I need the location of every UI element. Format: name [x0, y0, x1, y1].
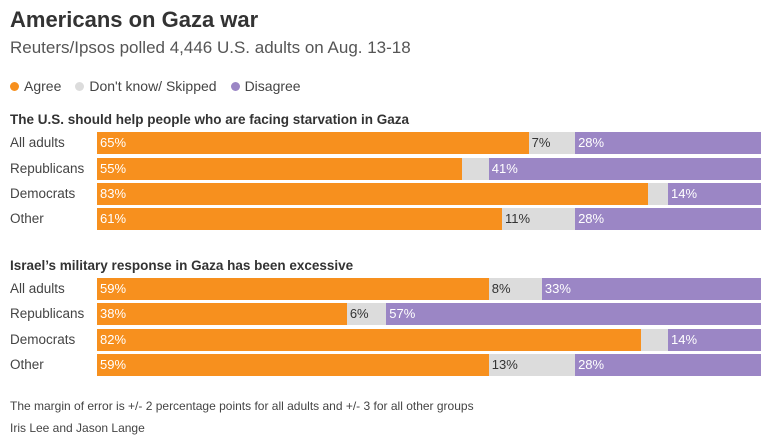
panel-2-bar-row: 59% 13% 28% — [97, 354, 761, 376]
panel-1-category-label: Republicans — [10, 161, 85, 176]
dont-know-bar — [462, 158, 489, 180]
margin-of-error-note: The margin of error is +/- 2 percentage … — [10, 399, 474, 413]
bar-value-label: 57% — [389, 306, 416, 321]
agree-bar: 83% — [97, 183, 649, 205]
bar-value-label: 28% — [578, 357, 605, 372]
panel-1-bar-row: 83% 14% — [97, 183, 761, 205]
agree-swatch — [10, 81, 19, 91]
agree-bar: 59% — [97, 354, 489, 376]
bar-value-label: 14% — [671, 186, 698, 201]
credit-line: Iris Lee and Jason Lange — [10, 421, 145, 435]
bar-value-label: 33% — [544, 281, 571, 296]
legend-label-disagree: Disagree — [244, 78, 301, 94]
bar-value-label: 82% — [100, 332, 127, 347]
legend-label-dont-know: Don't know/ Skipped — [89, 78, 217, 94]
panel-2-title: Israel’s military response in Gaza has b… — [10, 258, 354, 273]
bar-value-label: 38% — [100, 306, 127, 321]
dont-know-bar: 6% — [346, 303, 387, 325]
panel-1-bar-row: 61% 11% 28% — [97, 208, 761, 230]
panel-2-category-label: Democrats — [10, 332, 76, 347]
dont-know-bar — [648, 183, 669, 205]
bar-value-label: 41% — [491, 161, 518, 176]
dont-know-bar: 11% — [502, 208, 576, 230]
panel-1-title: The U.S. should help people who are faci… — [10, 112, 410, 127]
dont-know-bar: 13% — [488, 354, 576, 376]
panel-1-category-label: Democrats — [10, 186, 76, 201]
panel-1-category-label: All adults — [10, 135, 65, 150]
bar-value-label: 28% — [578, 135, 605, 150]
panel-2-category-label: All adults — [10, 281, 65, 296]
legend-item-disagree: Disagree — [230, 78, 301, 94]
legend-item-dont-know: Don't know/ Skipped — [75, 78, 217, 94]
dont-know-bar: 7% — [528, 132, 576, 154]
panel-2-bar-row: 82% 14% — [97, 329, 761, 351]
panel-2-bar-row: 59% 8% 33% — [97, 278, 761, 300]
bar-value-label: 7% — [531, 135, 551, 150]
chart-subtitle: Reuters/Ipsos polled 4,446 U.S. adults o… — [10, 38, 411, 57]
bar-value-label: 59% — [100, 357, 127, 372]
panel-2-category-label: Republicans — [10, 306, 85, 321]
agree-bar: 55% — [97, 158, 463, 180]
bar-value-label: 11% — [505, 211, 531, 226]
disagree-bar: 41% — [488, 158, 761, 180]
agree-bar: 82% — [97, 329, 642, 351]
panel-2-category-label: Other — [10, 357, 44, 372]
agree-bar: 65% — [97, 132, 529, 154]
disagree-swatch — [230, 81, 240, 91]
panel-2-bar-row: 38% 6% 57% — [97, 303, 761, 325]
disagree-bar: 57% — [386, 303, 761, 325]
disagree-bar: 14% — [668, 329, 761, 351]
panel-1-category-label: Other — [10, 211, 44, 226]
bar-value-label: 13% — [491, 357, 518, 372]
disagree-bar: 28% — [575, 354, 761, 376]
disagree-bar: 28% — [575, 132, 761, 154]
legend-item-agree: Agree — [10, 78, 61, 94]
bar-value-label: 6% — [349, 306, 369, 321]
bar-value-label: 28% — [578, 211, 605, 226]
disagree-bar: 28% — [575, 208, 761, 230]
panel-1-bar-row: 55% 41% — [97, 158, 761, 180]
agree-bar: 61% — [97, 208, 503, 230]
bar-value-label: 8% — [491, 281, 511, 296]
agree-bar: 38% — [97, 303, 347, 325]
agree-bar: 59% — [97, 278, 489, 300]
dont-know-swatch — [75, 81, 85, 91]
bar-value-label: 55% — [100, 161, 127, 176]
bar-value-label: 59% — [100, 281, 127, 296]
bar-value-label: 14% — [671, 332, 698, 347]
bar-value-label: 83% — [100, 186, 127, 201]
bar-value-label: 61% — [100, 211, 127, 226]
chart-title: Americans on Gaza war — [10, 7, 259, 32]
dont-know-bar: 8% — [488, 278, 542, 300]
dont-know-bar — [641, 329, 669, 351]
legend: Agree Don't know/ Skipped Disagree — [10, 78, 301, 94]
disagree-bar: 33% — [541, 278, 761, 300]
panel-1-bar-row: 65% 7% 28% — [97, 132, 761, 154]
disagree-bar: 14% — [668, 183, 761, 205]
legend-label-agree: Agree — [24, 78, 62, 94]
bar-value-label: 65% — [100, 135, 127, 150]
